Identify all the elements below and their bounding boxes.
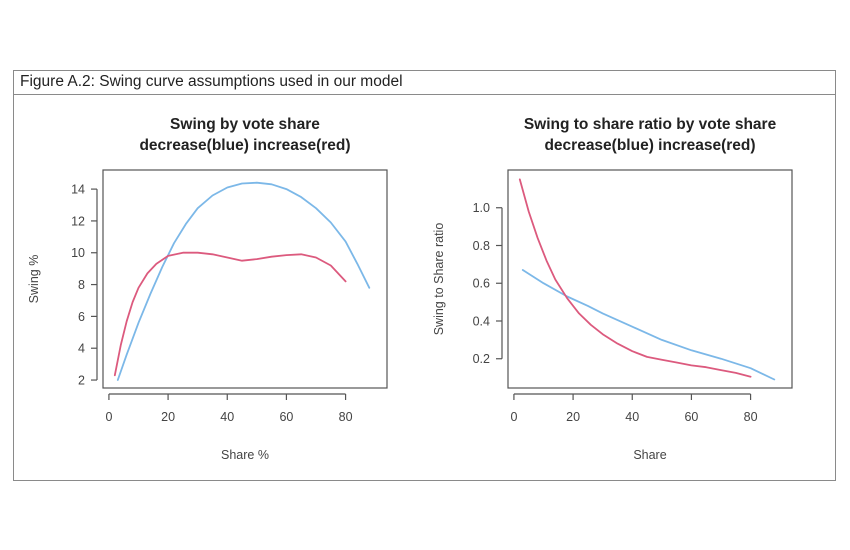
chart-subtitle: decrease(blue) increase(red): [139, 137, 350, 154]
y-tick-label: 14: [71, 183, 85, 197]
series-line-decrease: [521, 269, 776, 381]
x-tick-label: 0: [105, 410, 112, 424]
x-tick-label: 40: [220, 410, 234, 424]
figure-caption: Figure A.2: Swing curve assumptions used…: [14, 71, 835, 95]
y-tick-label: 0.8: [473, 239, 490, 253]
y-tick-label: 10: [71, 246, 85, 260]
series-line-increase: [518, 178, 752, 378]
x-tick-label: 0: [510, 410, 517, 424]
x-tick-label: 80: [339, 410, 353, 424]
chart-subtitle: decrease(blue) increase(red): [544, 137, 755, 154]
x-tick-label: 20: [161, 410, 175, 424]
x-axis-label: Share: [633, 448, 666, 462]
x-tick-label: 20: [566, 410, 580, 424]
x-tick-label: 60: [279, 410, 293, 424]
y-tick-label: 1.0: [473, 201, 490, 215]
y-tick-label: 4: [78, 342, 85, 356]
series-line-increase: [113, 251, 347, 377]
y-axis-label: Swing to Share ratio: [432, 223, 446, 336]
y-tick-label: 2: [78, 374, 85, 388]
chart-title: Swing by vote share: [170, 116, 320, 133]
y-tick-label: 6: [78, 310, 85, 324]
plot-area: [102, 169, 388, 389]
y-tick-label: 0.4: [473, 314, 490, 328]
x-tick-label: 40: [625, 410, 639, 424]
x-axis-label: Share %: [221, 448, 269, 462]
plot-area: [507, 169, 793, 389]
series-line-decrease: [116, 181, 371, 381]
y-tick-label: 0.2: [473, 352, 490, 366]
chart-title: Swing to share ratio by vote share: [524, 116, 777, 133]
y-tick-label: 12: [71, 214, 85, 228]
y-tick-label: 8: [78, 278, 85, 292]
y-tick-label: 0.6: [473, 277, 490, 291]
x-tick-label: 60: [684, 410, 698, 424]
y-axis-label: Swing %: [27, 255, 41, 304]
x-tick-label: 80: [744, 410, 758, 424]
figure-frame: Figure A.2: Swing curve assumptions used…: [13, 70, 836, 481]
